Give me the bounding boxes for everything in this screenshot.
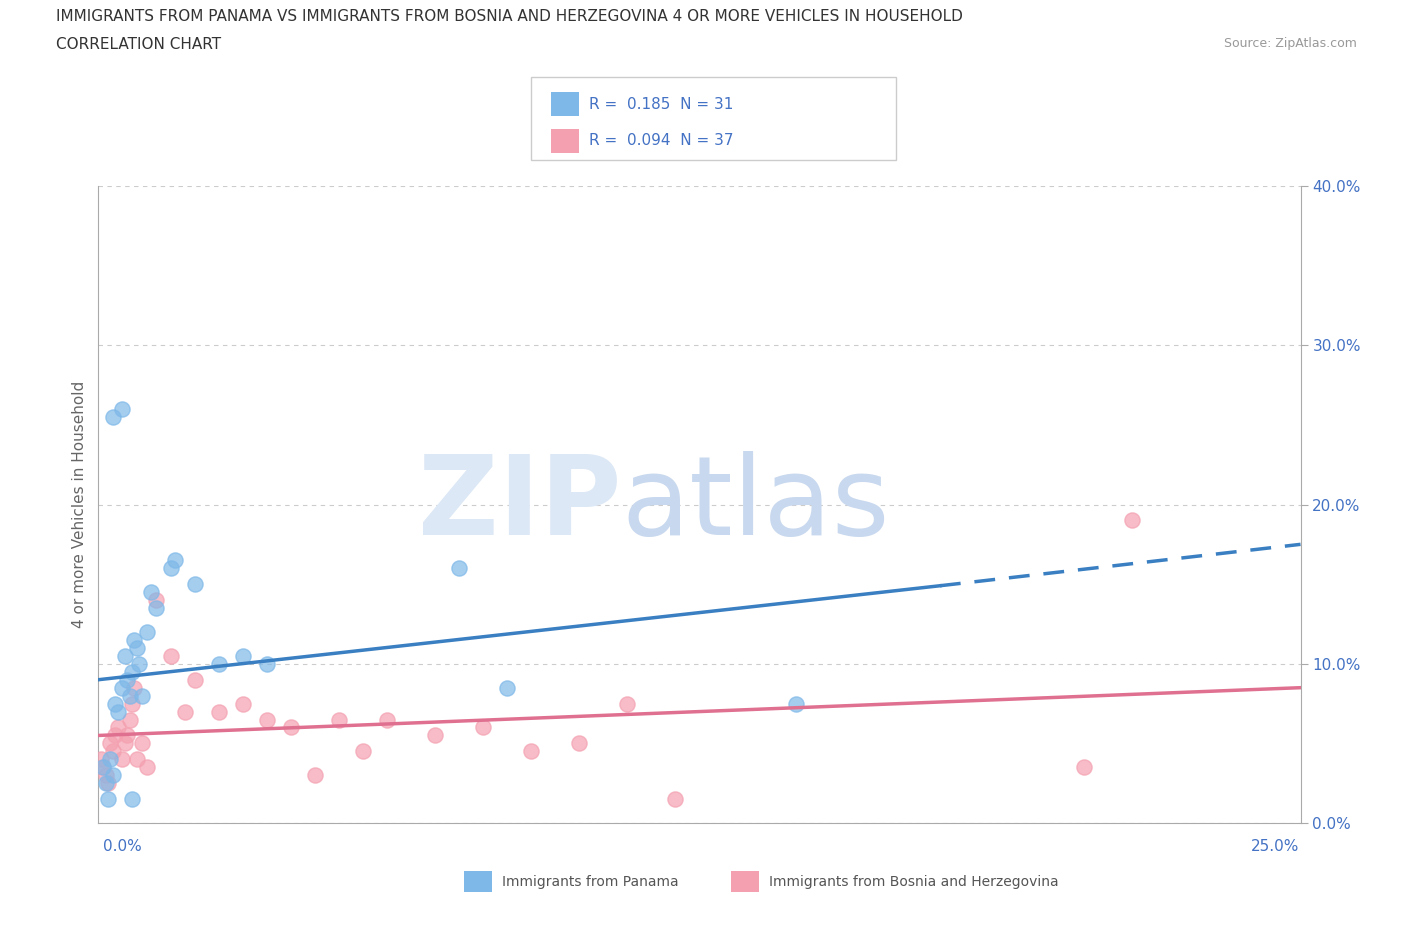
- Text: 25.0%: 25.0%: [1251, 839, 1299, 854]
- Point: [256, 712, 278, 727]
- Point: [121, 664, 143, 679]
- Point: [128, 657, 150, 671]
- Point: [94, 768, 117, 783]
- Point: [114, 648, 136, 663]
- Point: [135, 760, 157, 775]
- Point: [104, 697, 127, 711]
- Point: [101, 409, 124, 424]
- Point: [117, 728, 139, 743]
- Point: [111, 751, 134, 766]
- Point: [100, 736, 122, 751]
- Point: [159, 648, 181, 663]
- Point: [183, 577, 205, 591]
- Point: [107, 704, 129, 719]
- Point: [145, 601, 167, 616]
- Point: [159, 561, 181, 576]
- Point: [124, 632, 146, 647]
- Point: [568, 736, 591, 751]
- Point: [124, 680, 146, 695]
- Y-axis label: 4 or more Vehicles in Household: 4 or more Vehicles in Household: [72, 381, 87, 628]
- Point: [91, 760, 114, 775]
- Point: [1073, 760, 1095, 775]
- Point: [496, 680, 519, 695]
- Point: [117, 672, 139, 687]
- Point: [520, 744, 543, 759]
- Text: atlas: atlas: [621, 451, 890, 558]
- Point: [664, 791, 686, 806]
- Point: [101, 744, 124, 759]
- Point: [97, 791, 120, 806]
- Point: [114, 736, 136, 751]
- Point: [352, 744, 374, 759]
- Point: [111, 402, 134, 417]
- Point: [107, 720, 129, 735]
- Point: [280, 720, 302, 735]
- Point: [131, 736, 153, 751]
- Point: [100, 751, 122, 766]
- Point: [785, 697, 807, 711]
- Point: [121, 697, 143, 711]
- Point: [90, 751, 112, 766]
- Point: [328, 712, 350, 727]
- Point: [447, 561, 470, 576]
- Point: [375, 712, 398, 727]
- Point: [97, 776, 120, 790]
- Text: Immigrants from Bosnia and Herzegovina: Immigrants from Bosnia and Herzegovina: [769, 874, 1059, 889]
- Point: [101, 768, 124, 783]
- Point: [208, 704, 231, 719]
- Point: [423, 728, 446, 743]
- Text: IMMIGRANTS FROM PANAMA VS IMMIGRANTS FROM BOSNIA AND HERZEGOVINA 4 OR MORE VEHIC: IMMIGRANTS FROM PANAMA VS IMMIGRANTS FRO…: [56, 9, 963, 24]
- Point: [118, 712, 141, 727]
- Point: [232, 648, 254, 663]
- Text: ZIP: ZIP: [418, 451, 621, 558]
- Point: [616, 697, 638, 711]
- Point: [135, 625, 157, 640]
- Point: [472, 720, 495, 735]
- Point: [145, 592, 167, 607]
- Point: [141, 585, 163, 600]
- Text: Source: ZipAtlas.com: Source: ZipAtlas.com: [1223, 37, 1357, 50]
- Point: [125, 751, 148, 766]
- Text: R =  0.185  N = 31: R = 0.185 N = 31: [589, 97, 734, 112]
- Text: 0.0%: 0.0%: [103, 839, 142, 854]
- Text: Immigrants from Panama: Immigrants from Panama: [502, 874, 679, 889]
- Point: [94, 776, 117, 790]
- Point: [125, 641, 148, 656]
- Point: [111, 680, 134, 695]
- Point: [165, 552, 187, 567]
- Point: [183, 672, 205, 687]
- Text: CORRELATION CHART: CORRELATION CHART: [56, 37, 221, 52]
- Text: R =  0.094  N = 37: R = 0.094 N = 37: [589, 133, 734, 148]
- Point: [304, 768, 326, 783]
- Point: [121, 791, 143, 806]
- Point: [118, 688, 141, 703]
- Point: [91, 760, 114, 775]
- Point: [232, 697, 254, 711]
- Point: [1121, 513, 1143, 528]
- Point: [131, 688, 153, 703]
- Point: [208, 657, 231, 671]
- Point: [256, 657, 278, 671]
- Point: [174, 704, 197, 719]
- Point: [104, 728, 127, 743]
